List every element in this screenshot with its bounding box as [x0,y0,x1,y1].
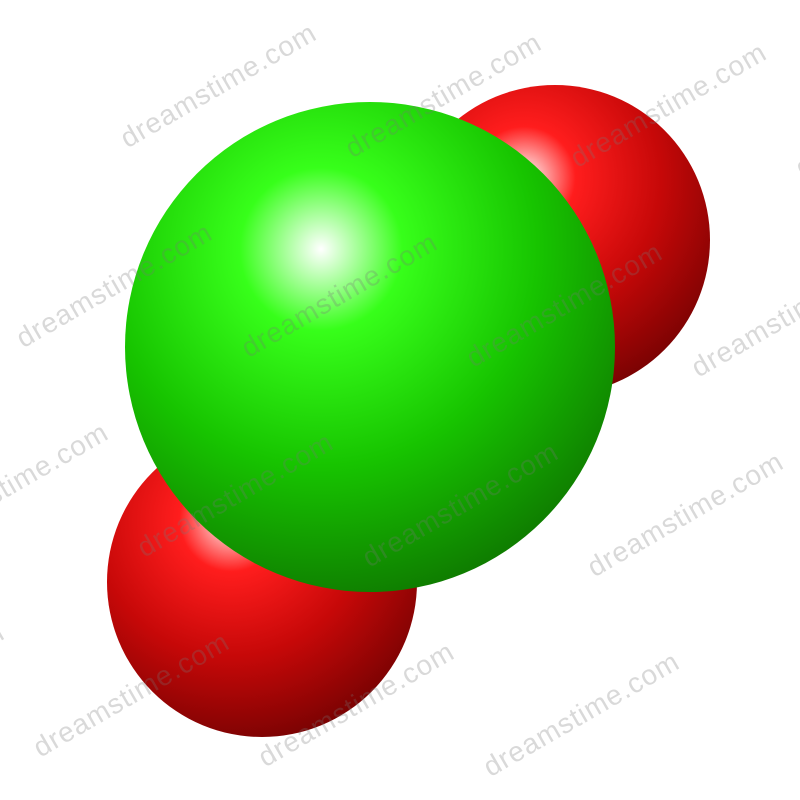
watermark-text: dreamstime.com [790,46,800,184]
watermark-text: dreamstime.com [0,416,114,554]
molecule-diagram: dreamstime.com dreamstime.com dreamstime.c… [0,0,800,800]
watermark-text: dreamstime.com [478,645,685,783]
watermark-text: dreamstime.com [582,445,789,583]
watermark-text: dreamstime.com [0,616,10,754]
atom-chlorine-center [125,102,615,592]
